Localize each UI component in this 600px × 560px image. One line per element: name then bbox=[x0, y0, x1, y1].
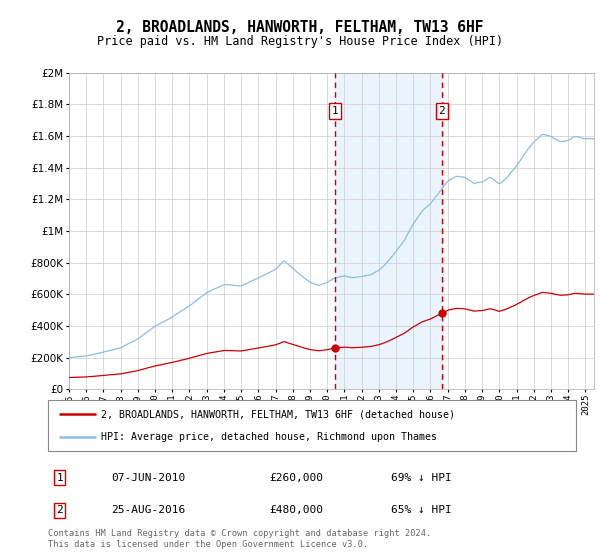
Text: Price paid vs. HM Land Registry's House Price Index (HPI): Price paid vs. HM Land Registry's House … bbox=[97, 35, 503, 48]
FancyBboxPatch shape bbox=[48, 400, 576, 451]
Text: 07-JUN-2010: 07-JUN-2010 bbox=[112, 473, 185, 483]
Text: 69% ↓ HPI: 69% ↓ HPI bbox=[391, 473, 452, 483]
Text: 25-AUG-2016: 25-AUG-2016 bbox=[112, 505, 185, 515]
Text: 1: 1 bbox=[331, 106, 338, 116]
Text: 2: 2 bbox=[438, 106, 445, 116]
Text: 2, BROADLANDS, HANWORTH, FELTHAM, TW13 6HF: 2, BROADLANDS, HANWORTH, FELTHAM, TW13 6… bbox=[116, 20, 484, 35]
Text: £260,000: £260,000 bbox=[270, 473, 324, 483]
Text: £480,000: £480,000 bbox=[270, 505, 324, 515]
Text: Contains HM Land Registry data © Crown copyright and database right 2024.
This d: Contains HM Land Registry data © Crown c… bbox=[48, 529, 431, 549]
Text: 65% ↓ HPI: 65% ↓ HPI bbox=[391, 505, 452, 515]
Text: 2: 2 bbox=[56, 505, 63, 515]
Text: 2, BROADLANDS, HANWORTH, FELTHAM, TW13 6HF (detached house): 2, BROADLANDS, HANWORTH, FELTHAM, TW13 6… bbox=[101, 409, 455, 419]
Text: HPI: Average price, detached house, Richmond upon Thames: HPI: Average price, detached house, Rich… bbox=[101, 432, 437, 442]
Text: 1: 1 bbox=[56, 473, 63, 483]
Bar bbox=[335, 73, 442, 389]
